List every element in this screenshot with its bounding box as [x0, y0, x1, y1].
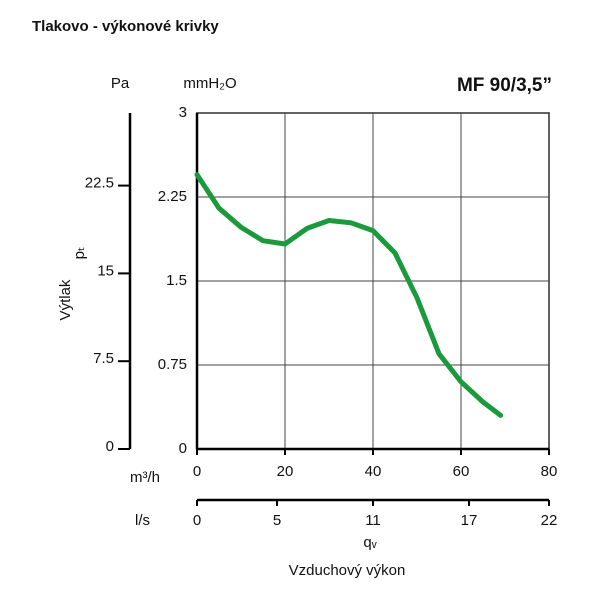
x2-unit: l/s — [135, 512, 150, 529]
x2-tick-label: 22 — [541, 512, 558, 529]
x-tick-label: 60 — [453, 463, 470, 480]
y2-tick-label: 0 — [106, 438, 114, 455]
y-tick-label: 3 — [179, 104, 187, 121]
x-symbol: qᵥ — [363, 534, 376, 551]
x2-tick-label: 0 — [193, 512, 201, 529]
x2-tick-label: 5 — [273, 512, 281, 529]
y2-tick-label: 15 — [97, 262, 114, 279]
curve — [194, 172, 504, 418]
x-unit: m³/h — [130, 469, 160, 486]
y2-tick-label: 7.5 — [93, 350, 114, 367]
y-label: Výtlak — [57, 279, 74, 320]
x2-tick-label: 17 — [461, 512, 478, 529]
x-tick-label: 20 — [277, 463, 294, 480]
x-tick-label: 80 — [541, 463, 558, 480]
y-tick-label: 0 — [179, 440, 187, 457]
y-tick-label: 1.5 — [166, 272, 187, 289]
chart-title: Tlakovo - výkonové krivky — [32, 18, 219, 35]
y2-tick-label: 22.5 — [85, 175, 114, 192]
x-tick-label: 40 — [365, 463, 382, 480]
model: MF 90/3,5” — [457, 75, 552, 96]
y2-unit: Pa — [111, 75, 130, 92]
x-tick-label: 0 — [193, 463, 201, 480]
x-label: Vzduchový výkon — [289, 562, 406, 579]
y-symbol: pₜ — [71, 247, 88, 260]
y-tick-label: 2.25 — [158, 188, 187, 205]
y-unit: mmH₂O — [183, 75, 236, 92]
y-tick-label: 0.75 — [158, 356, 187, 373]
x2-tick-label: 11 — [365, 512, 381, 529]
